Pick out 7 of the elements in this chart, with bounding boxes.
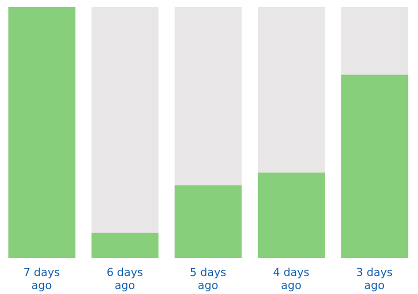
x-tick-label: 3 days ago <box>356 266 393 292</box>
x-tick-label: 6 days ago <box>106 266 144 292</box>
x-tick-label: 5 days ago <box>190 266 226 292</box>
bar <box>174 185 242 258</box>
bar <box>92 232 159 258</box>
x-tick-label: 7 days ago <box>23 266 60 292</box>
x-tick-label: 4 days ago <box>272 266 310 292</box>
